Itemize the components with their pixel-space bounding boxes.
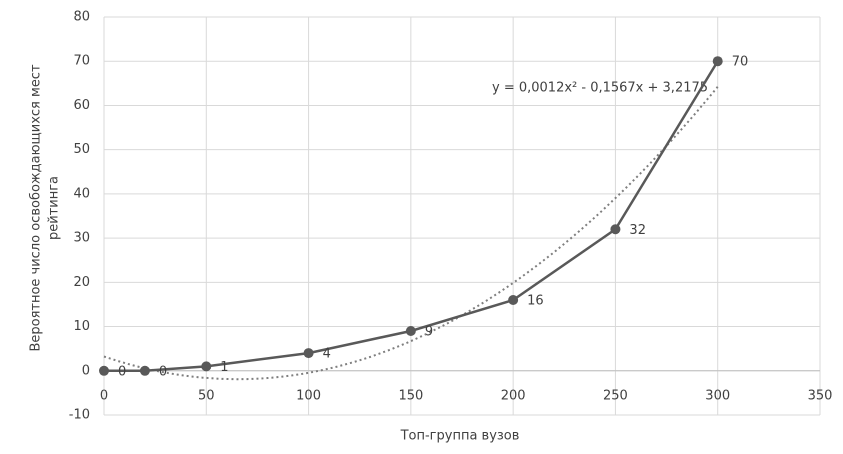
point [303, 348, 314, 359]
y-tick-label: 50 [73, 142, 90, 157]
point [99, 365, 109, 376]
trendline-equation: y = 0,0012x² - 0,1567x + 3,2175 [492, 81, 708, 96]
data-label: 4 [323, 347, 331, 362]
point [508, 295, 519, 306]
y-axis-title: Вероятное число освобождающихся мест [29, 64, 44, 352]
x-tick-label: 200 [501, 388, 526, 403]
y-tick-label: 60 [73, 98, 90, 113]
trendline [103, 86, 719, 381]
data-label: 16 [527, 294, 544, 309]
x-tick-label: 250 [603, 388, 628, 403]
x-tick-label: 300 [705, 388, 730, 403]
y-tick-label: 20 [73, 275, 90, 290]
x-tick-label: 150 [398, 388, 423, 403]
y-tick-label: -10 [69, 408, 90, 423]
y-tick-label: 0 [82, 363, 90, 378]
y-tick-label: 70 [73, 54, 90, 69]
y-tick-label: 30 [73, 231, 90, 246]
data-label: 0 [159, 364, 167, 379]
line [104, 60, 719, 373]
point [712, 56, 723, 67]
point [405, 325, 416, 336]
x-tick-label: 0 [100, 388, 108, 403]
x-axis-title: Топ-группа вузов [400, 429, 520, 444]
x-tick-label: 350 [808, 388, 833, 403]
data-label: 0 [118, 364, 126, 379]
y-tick-label: 40 [73, 186, 90, 201]
data-label: 9 [425, 324, 433, 339]
point [201, 361, 212, 372]
y-tick-label: 10 [73, 319, 90, 334]
point [139, 365, 150, 376]
point [610, 224, 621, 235]
x-tick-label: 100 [296, 388, 321, 403]
y-tick-label: 80 [73, 10, 90, 25]
data-label: 1 [220, 360, 228, 375]
data-label: 32 [629, 223, 646, 238]
data-label: 70 [732, 55, 749, 70]
y-axis-title: рейтинга [47, 176, 62, 240]
x-tick-label: 50 [198, 388, 215, 403]
